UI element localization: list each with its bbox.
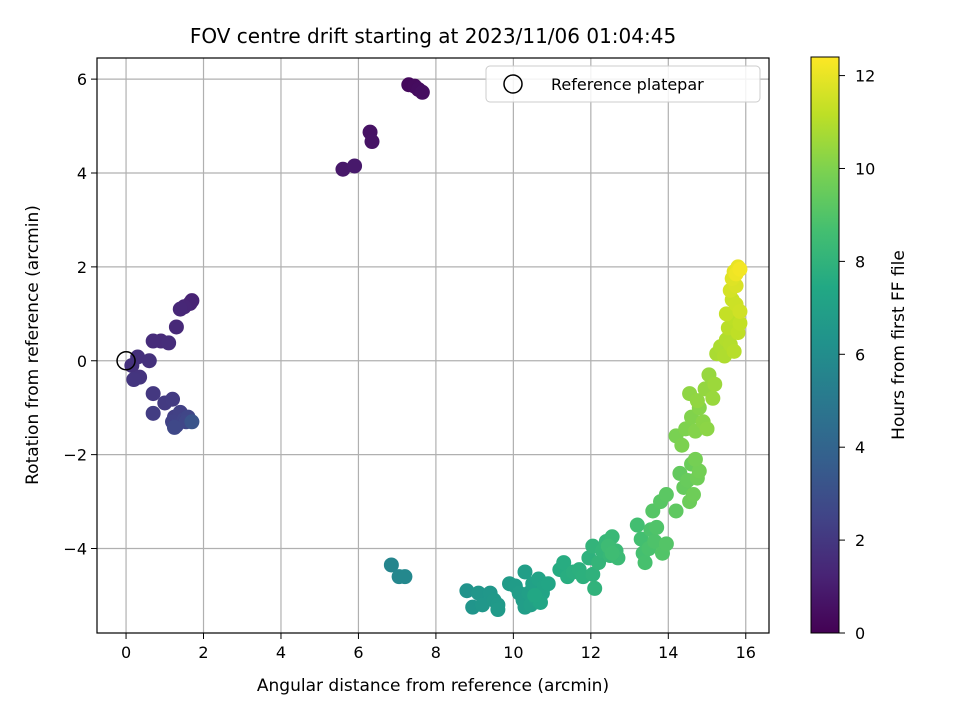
legend: Reference platepar — [485, 65, 761, 103]
data-point — [168, 319, 184, 335]
data-point — [658, 536, 674, 552]
legend-marker — [503, 74, 523, 94]
data-point — [647, 533, 663, 549]
data-point — [668, 503, 684, 519]
data-point — [517, 564, 533, 580]
colorbar-tick-label: 4 — [855, 438, 865, 457]
data-point — [126, 372, 142, 388]
colorbar-tick-label: 6 — [855, 345, 865, 364]
data-point — [364, 134, 380, 150]
data-point — [556, 555, 572, 571]
colorbar: 0 2 4 6 8 10 12 Hours from first FF file — [810, 56, 909, 643]
data-point — [732, 261, 748, 277]
colorbar-label: Hours from first FF file — [889, 250, 909, 440]
x-tick-label: 10 — [503, 643, 523, 662]
data-point — [689, 393, 705, 409]
data-point — [629, 517, 645, 533]
y-tick-label: 0 — [77, 352, 87, 371]
colorbar-tick-label: 10 — [855, 159, 875, 178]
data-point — [732, 303, 748, 319]
data-point — [145, 386, 161, 402]
data-point — [172, 301, 188, 317]
data-point — [587, 580, 603, 596]
plot-frame — [96, 57, 770, 634]
data-point — [184, 414, 200, 430]
data-point — [685, 487, 701, 503]
data-point — [145, 333, 161, 349]
x-tick-label: 12 — [581, 643, 601, 662]
x-tick-label: 6 — [353, 643, 363, 662]
data-point — [637, 555, 653, 571]
colorbar-gradient — [810, 56, 840, 634]
data-point — [161, 335, 177, 351]
data-point — [726, 343, 742, 359]
data-point — [691, 463, 707, 479]
x-tick-label: 16 — [736, 643, 756, 662]
data-point — [705, 390, 721, 406]
data-point — [540, 576, 556, 592]
data-point — [604, 545, 620, 561]
data-point — [527, 587, 543, 603]
data-point — [471, 585, 487, 601]
reference-marker — [116, 351, 136, 371]
reference-point — [116, 351, 136, 371]
x-tick-label: 2 — [198, 643, 208, 662]
data-point — [347, 158, 363, 174]
data-point — [474, 597, 490, 613]
data-point — [687, 451, 703, 467]
data-point — [585, 566, 601, 582]
data-point — [707, 376, 723, 392]
x-tick-label: 8 — [431, 643, 441, 662]
data-point — [674, 437, 690, 453]
data-point — [718, 306, 734, 322]
data-point — [459, 583, 475, 599]
data-point — [649, 519, 665, 535]
data-point — [166, 419, 182, 435]
legend-entry: Reference platepar — [551, 75, 704, 94]
data-point — [490, 602, 506, 618]
data-point — [699, 421, 715, 437]
y-tick-label: −4 — [63, 540, 87, 559]
legend-box — [485, 65, 761, 103]
y-axis-label: Rotation from reference (arcmin) — [23, 205, 43, 485]
data-point — [145, 405, 161, 421]
x-tick-label: 4 — [276, 643, 286, 662]
data-point — [165, 391, 181, 407]
y-axis-ticks: −4 −2 0 2 4 6 — [63, 70, 97, 559]
x-axis-label: Angular distance from reference (arcmin) — [257, 676, 609, 696]
colorbar-tick-label: 12 — [855, 67, 875, 86]
data-point — [397, 569, 413, 585]
chart-title: FOV centre drift starting at 2023/11/06 … — [190, 24, 676, 48]
gridlines — [97, 58, 769, 633]
y-tick-label: −2 — [63, 446, 87, 465]
y-tick-label: 6 — [77, 70, 87, 89]
x-tick-label: 0 — [121, 643, 131, 662]
y-tick-label: 2 — [77, 258, 87, 277]
colorbar-tick-label: 8 — [855, 252, 865, 271]
y-tick-label: 4 — [77, 164, 87, 183]
data-points — [124, 77, 748, 618]
x-tick-label: 14 — [658, 643, 678, 662]
colorbar-tick-label: 2 — [855, 531, 865, 550]
colorbar-ticks: 0 2 4 6 8 10 12 — [839, 67, 875, 643]
colorbar-tick-label: 0 — [855, 624, 865, 643]
data-point — [335, 161, 351, 177]
data-point — [732, 315, 748, 331]
x-axis-ticks: 0 2 4 6 8 10 12 14 16 — [121, 633, 756, 662]
data-point — [383, 557, 399, 573]
data-point — [414, 84, 430, 100]
data-point — [141, 353, 157, 369]
data-point — [591, 555, 607, 571]
data-point — [658, 487, 674, 503]
